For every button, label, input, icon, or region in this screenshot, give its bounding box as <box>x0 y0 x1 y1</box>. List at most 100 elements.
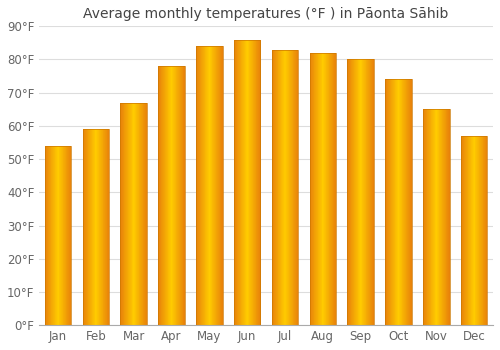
Bar <box>321 53 322 325</box>
Bar <box>45 146 46 325</box>
Bar <box>255 40 256 325</box>
Bar <box>60 146 61 325</box>
Bar <box>394 79 395 325</box>
Bar <box>446 109 447 325</box>
Bar <box>139 103 140 325</box>
Bar <box>461 136 462 325</box>
Bar <box>70 146 71 325</box>
Bar <box>136 103 137 325</box>
Bar <box>396 79 397 325</box>
Bar <box>63 146 64 325</box>
Bar <box>259 40 260 325</box>
Bar <box>432 109 433 325</box>
Bar <box>132 103 133 325</box>
Bar <box>98 129 99 325</box>
Bar <box>166 66 167 325</box>
Bar <box>354 60 355 325</box>
Bar <box>126 103 127 325</box>
Bar <box>214 46 215 325</box>
Bar <box>58 146 59 325</box>
Bar <box>292 50 293 325</box>
Bar <box>219 46 220 325</box>
Bar <box>108 129 109 325</box>
Bar <box>170 66 171 325</box>
Bar <box>179 66 180 325</box>
Bar <box>97 129 98 325</box>
Bar <box>198 46 199 325</box>
Bar <box>165 66 166 325</box>
Bar <box>348 60 349 325</box>
Bar <box>476 136 477 325</box>
Bar <box>431 109 432 325</box>
Bar <box>276 50 277 325</box>
Bar <box>437 109 438 325</box>
Bar <box>429 109 430 325</box>
Bar <box>94 129 95 325</box>
Bar <box>273 50 274 325</box>
Bar <box>428 109 429 325</box>
Bar <box>249 40 250 325</box>
Bar <box>205 46 206 325</box>
Bar <box>140 103 141 325</box>
Bar <box>285 50 286 325</box>
Bar <box>485 136 486 325</box>
Bar <box>478 136 479 325</box>
Bar <box>391 79 392 325</box>
Bar <box>368 60 369 325</box>
Bar <box>131 103 132 325</box>
Bar <box>184 66 185 325</box>
Bar <box>248 40 249 325</box>
Bar <box>275 50 276 325</box>
Bar <box>257 40 258 325</box>
Bar <box>335 53 336 325</box>
Bar <box>359 60 360 325</box>
Bar <box>103 129 104 325</box>
Bar <box>208 46 209 325</box>
Bar <box>296 50 297 325</box>
Bar <box>400 79 401 325</box>
Bar <box>217 46 218 325</box>
Bar <box>468 136 469 325</box>
Bar <box>466 136 467 325</box>
Bar <box>253 40 254 325</box>
Bar <box>196 46 222 325</box>
Bar <box>400 79 401 325</box>
Bar <box>333 53 334 325</box>
Bar <box>174 66 175 325</box>
Bar <box>357 60 358 325</box>
Bar <box>216 46 217 325</box>
Bar <box>351 60 352 325</box>
Bar <box>465 136 466 325</box>
Bar <box>163 66 164 325</box>
Bar <box>158 66 185 325</box>
Bar <box>477 136 478 325</box>
Bar <box>316 53 317 325</box>
Bar <box>278 50 279 325</box>
Bar <box>93 129 94 325</box>
Bar <box>127 103 128 325</box>
Bar <box>45 146 72 325</box>
Bar <box>252 40 253 325</box>
Bar <box>350 60 351 325</box>
Bar <box>433 109 434 325</box>
Bar <box>401 79 402 325</box>
Bar <box>370 60 371 325</box>
Bar <box>280 50 281 325</box>
Bar <box>386 79 387 325</box>
Bar <box>334 53 335 325</box>
Bar <box>65 146 66 325</box>
Bar <box>55 146 56 325</box>
Bar <box>440 109 441 325</box>
Bar <box>183 66 184 325</box>
Bar <box>211 46 212 325</box>
Bar <box>129 103 130 325</box>
Bar <box>120 103 147 325</box>
Bar <box>88 129 89 325</box>
Bar <box>161 66 162 325</box>
Bar <box>481 136 482 325</box>
Bar <box>323 53 324 325</box>
Bar <box>177 66 178 325</box>
Bar <box>409 79 410 325</box>
Bar <box>315 53 316 325</box>
Bar <box>254 40 255 325</box>
